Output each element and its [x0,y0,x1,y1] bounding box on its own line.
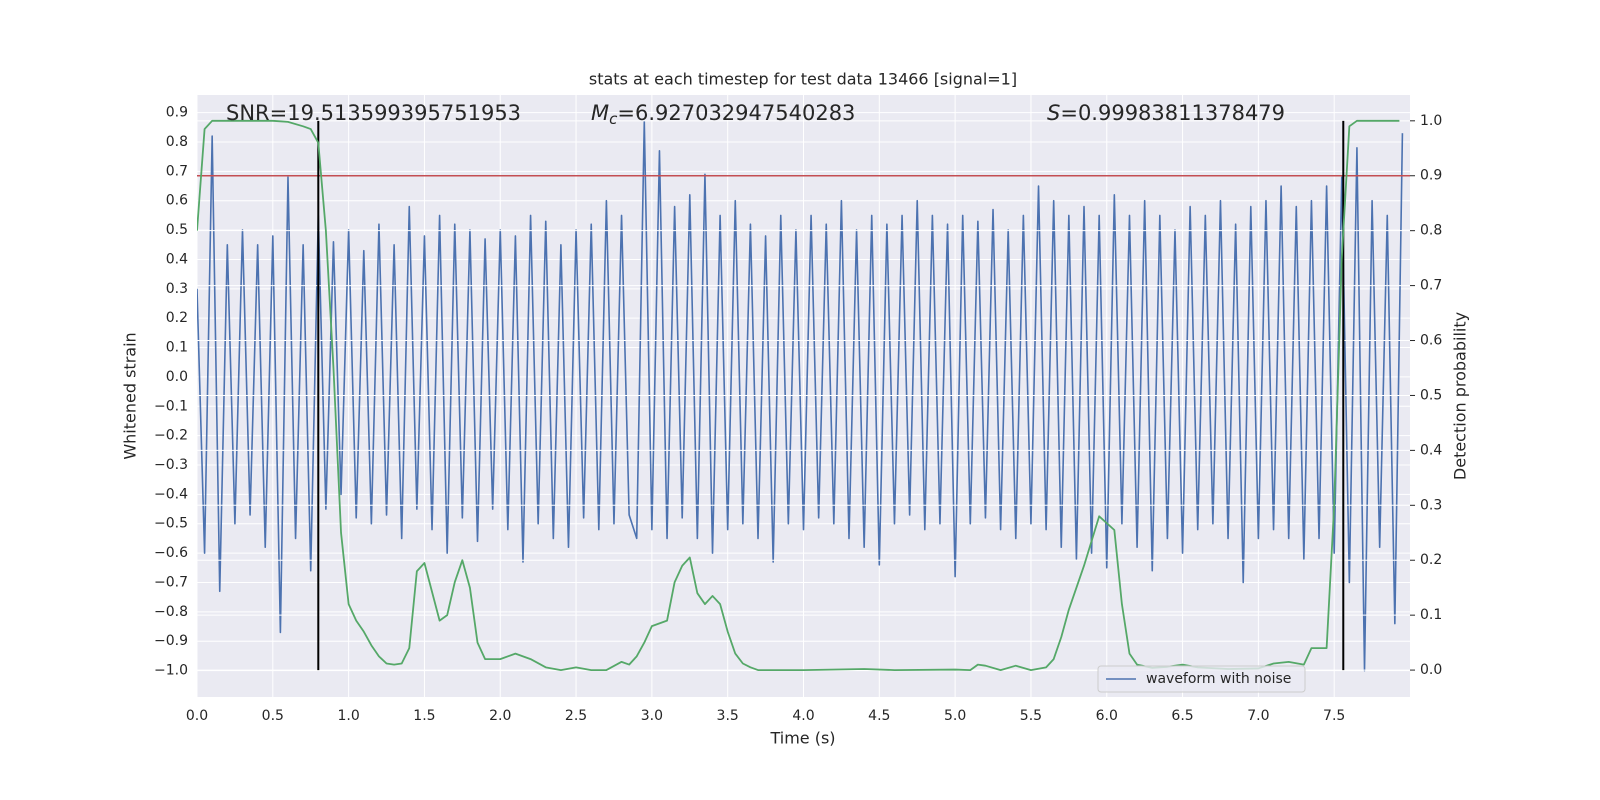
y2-tick-label: 1.0 [1420,113,1442,129]
y-tick-label: 0.1 [166,340,188,356]
annotation-text: =6.927032947540283 [617,101,855,125]
y-tick-label: 0.4 [166,251,188,267]
annotation-subscript: c [609,110,618,128]
y2-axis-label: Detection probability [1451,312,1470,480]
legend-label: waveform with noise [1146,671,1291,687]
y-tick-label: 0.8 [166,134,188,150]
annotation: Mc=6.927032947540283 [591,101,855,128]
x-tick-label: 5.5 [1020,708,1042,724]
y-tick-label: 0.7 [166,163,188,179]
y-tick-label: −0.5 [154,516,188,532]
y2-tick-label: 0.9 [1420,168,1442,184]
annotation-text: =0.99983811378479 [1060,101,1285,125]
y-tick-label: −0.8 [154,604,188,620]
annotation-symbol: M [591,101,609,125]
plot-layer [197,120,1404,672]
x-tick-label: 0.5 [262,708,284,724]
y2-tick-label: 0.3 [1420,497,1442,513]
y-tick-label: −0.7 [154,574,188,590]
y-tick-label: 0.3 [166,281,188,297]
y-tick-label: 0.5 [166,222,188,238]
series-line [197,120,1404,672]
x-tick-label: 4.0 [792,708,814,724]
x-tick-label: 4.5 [868,708,890,724]
y-tick-label: 0.9 [166,105,188,121]
x-tick-label: 6.5 [1171,708,1193,724]
y2-tick-label: 0.6 [1420,333,1442,349]
y2-tick-label: 0.8 [1420,223,1442,239]
y2-tick-label: 0.0 [1420,662,1442,678]
y-tick-label: −0.6 [154,545,188,561]
annotation-text: SNR=19.513599395751953 [226,101,521,125]
x-tick-label: 2.0 [489,708,511,724]
x-axis-label: Time (s) [769,729,835,748]
annotation: S=0.99983811378479 [1047,101,1285,125]
y-tick-label: −0.2 [154,428,188,444]
y-axis-label: Whitened strain [121,332,140,459]
x-tick-label: 6.0 [1096,708,1118,724]
x-tick-label: 3.0 [641,708,663,724]
y-tick-label: −1.0 [154,663,188,679]
y2-tick-label: 0.1 [1420,607,1442,623]
chart-title: stats at each timestep for test data 134… [589,70,1017,89]
x-tick-label: 7.0 [1247,708,1269,724]
y-tick-label: 0.2 [166,310,188,326]
x-tick-label: 2.5 [565,708,587,724]
legend-box [1097,665,1306,693]
y2-tick-label: 0.5 [1420,387,1442,403]
y-tick-label: −0.1 [154,398,188,414]
x-tick-label: 1.0 [337,708,359,724]
x-tick-label: 7.5 [1323,708,1345,724]
annotation: SNR=19.513599395751953 [226,101,521,125]
x-tick-label: 5.0 [944,708,966,724]
annotation-symbol: S [1047,101,1060,125]
y-tick-label: 0.0 [166,369,188,385]
x-tick-label: 1.5 [413,708,435,724]
y-tick-label: −0.9 [154,633,188,649]
x-tick-label: 0.0 [186,708,208,724]
y-tick-label: −0.4 [154,486,188,502]
y2-tick-label: 0.4 [1420,442,1442,458]
y-tick-label: −0.3 [154,457,188,473]
y2-tick-label: 0.7 [1420,278,1442,294]
x-tick-label: 3.5 [717,708,739,724]
y2-tick-label: 0.2 [1420,552,1442,568]
y-tick-label: 0.6 [166,193,188,209]
